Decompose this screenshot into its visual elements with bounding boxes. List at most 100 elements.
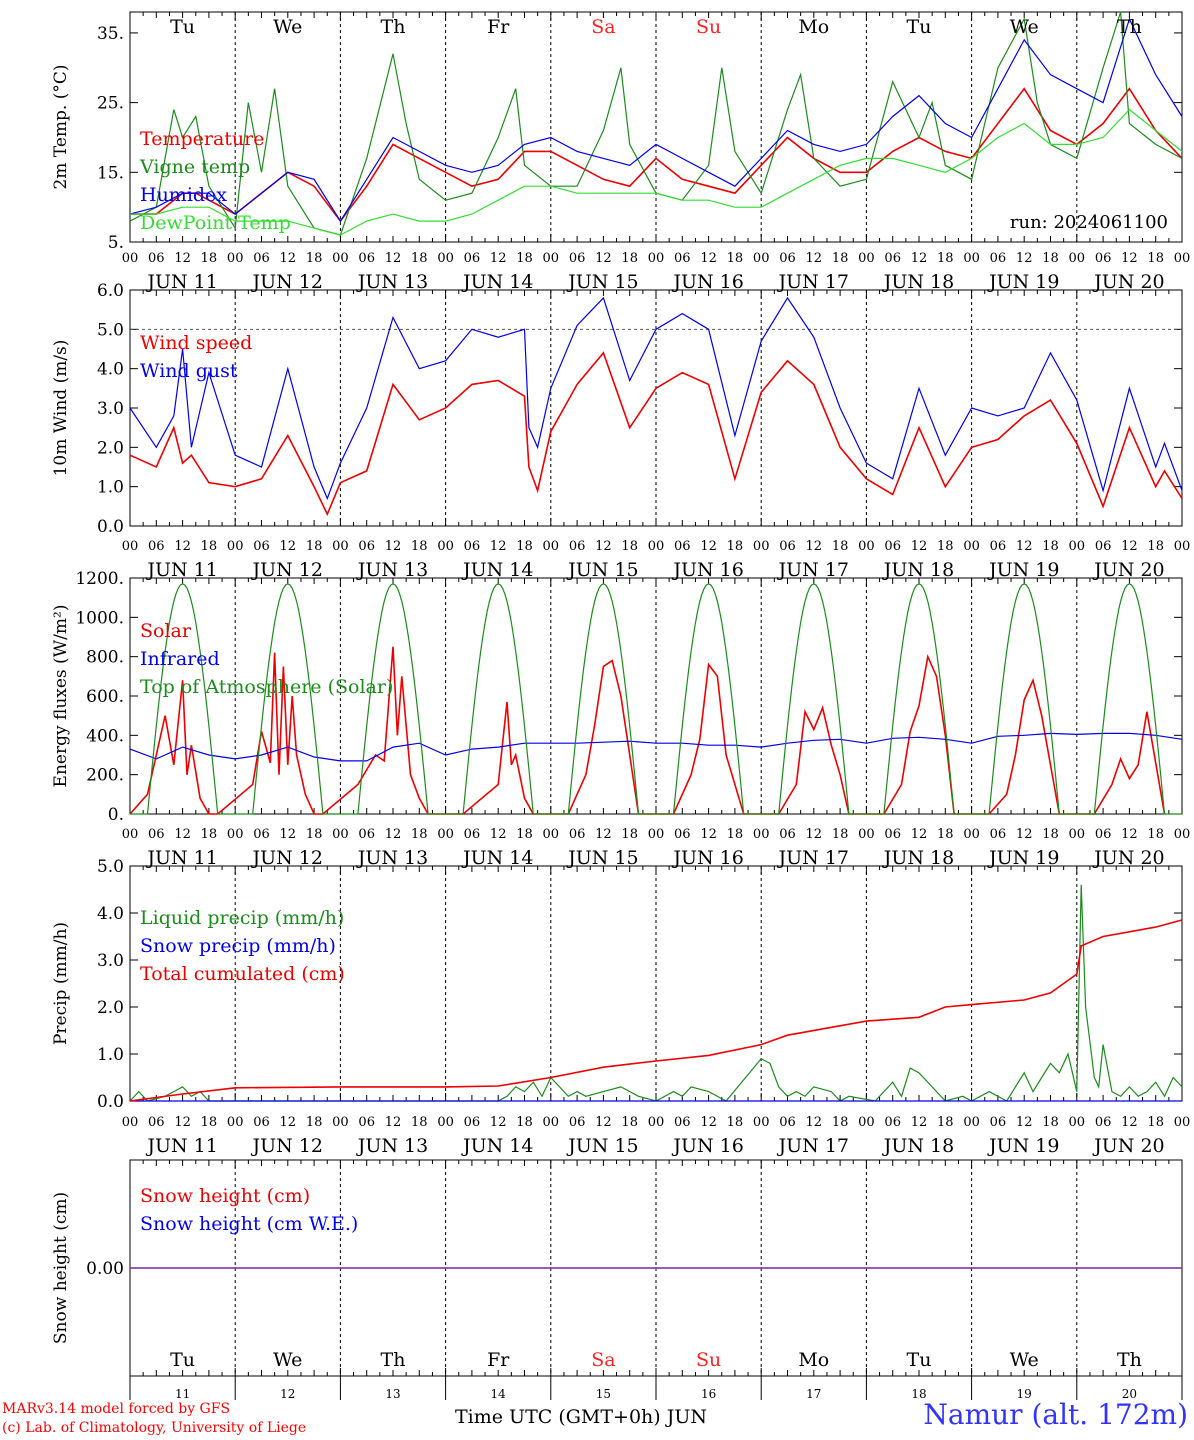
hour-tick-label: 18 (411, 251, 428, 266)
hour-tick-label: 06 (253, 539, 270, 554)
hour-tick-label: 00 (332, 251, 349, 266)
series-line-top-of-atmosphere-solar- (130, 583, 1182, 815)
hour-tick-label: 06 (358, 827, 375, 842)
y-tick-label: 1.0 (97, 478, 124, 498)
hour-tick-label: 18 (201, 1115, 218, 1130)
date-label: JUN 20 (1092, 559, 1164, 581)
run-annotation: run: 2024061100 (1010, 212, 1168, 233)
hour-tick-label: 12 (1121, 539, 1138, 554)
hour-tick-label: 12 (490, 251, 507, 266)
hour-tick-label: 00 (227, 251, 244, 266)
legend-entry: Snow precip (mm/h) (140, 935, 336, 957)
date-label: JUN 19 (987, 271, 1059, 293)
hour-tick-label: 12 (280, 539, 297, 554)
date-label: JUN 15 (566, 1135, 638, 1157)
date-label: JUN 12 (251, 1135, 323, 1157)
hour-tick-label: 18 (306, 251, 323, 266)
hour-tick-label: 06 (779, 251, 796, 266)
date-label: JUN 15 (566, 847, 638, 869)
hour-tick-label: 18 (306, 827, 323, 842)
hour-tick-label: 12 (385, 827, 402, 842)
weekday-label: We (273, 1349, 302, 1371)
date-label: JUN 17 (777, 271, 849, 293)
legend-entry: Vigne temp (139, 156, 250, 178)
weekday-label: Mo (798, 1349, 829, 1371)
hour-tick-label: 06 (253, 251, 270, 266)
series-line-infrared (129, 732, 1183, 762)
hour-tick-label: 06 (569, 827, 586, 842)
day-number-label: 14 (491, 1387, 507, 1401)
hour-tick-label: 18 (516, 827, 533, 842)
weekday-label: Su (696, 1349, 721, 1371)
weekday-label: Th (1117, 1349, 1142, 1371)
legend-entry: Infrared (140, 648, 220, 670)
hour-tick-label: 06 (148, 251, 165, 266)
model-credit: MARv3.14 model forced by GFS (2, 1401, 231, 1417)
hour-tick-label: 06 (253, 827, 270, 842)
hour-tick-label: 18 (1042, 251, 1059, 266)
weekday-label: We (273, 16, 302, 38)
y-tick-label: 2.0 (97, 998, 124, 1018)
hour-tick-label: 00 (1069, 251, 1086, 266)
hour-tick-label: 06 (148, 1115, 165, 1130)
hour-tick-label: 00 (858, 827, 875, 842)
hour-tick-label: 00 (963, 1115, 980, 1130)
hour-tick-label: 12 (700, 1115, 717, 1130)
weekday-label: Fr (487, 1349, 510, 1371)
hour-tick-label: 18 (516, 251, 533, 266)
hour-tick-label: 18 (937, 539, 954, 554)
hour-tick-label: 12 (385, 1115, 402, 1130)
hour-tick-label: 06 (779, 827, 796, 842)
date-label: JUN 11 (145, 1135, 217, 1157)
hour-tick-label: 12 (700, 539, 717, 554)
hour-tick-label: 00 (332, 539, 349, 554)
y-axis-title: Precip (mm/h) (51, 922, 71, 1045)
panel-wind: 0.0 1.0 2.0 3.0 4.0 5.0 6.0 10m Wind (m/s) Wind … (51, 281, 1190, 581)
hour-tick-label: 18 (727, 251, 744, 266)
hour-tick-label: 00 (753, 251, 770, 266)
hour-tick-label: 18 (306, 539, 323, 554)
date-label: JUN 15 (566, 271, 638, 293)
hour-tick-label: 12 (911, 539, 928, 554)
hour-tick-label: 06 (358, 1115, 375, 1130)
series-line-total-cumulated-cm- (129, 919, 1183, 1102)
date-label: JUN 11 (145, 847, 217, 869)
hour-tick-label: 18 (1042, 539, 1059, 554)
hour-tick-label: 18 (621, 251, 638, 266)
hour-tick-label: 18 (1147, 539, 1164, 554)
hour-tick-label: 18 (1042, 827, 1059, 842)
weekday-label: Tu (170, 1349, 195, 1371)
hour-tick-label: 12 (1121, 827, 1138, 842)
hour-tick-label: 12 (700, 827, 717, 842)
hour-tick-label: 06 (569, 1115, 586, 1130)
date-label: JUN 17 (777, 847, 849, 869)
panel-snow: 0.00 Snow height (cm) Snow height (cm) Snow… (51, 1159, 1183, 1401)
hour-tick-label: 18 (727, 1115, 744, 1130)
legend-entry: Temperature (140, 128, 264, 150)
legend-entry: Wind speed (140, 332, 252, 354)
date-label: JUN 13 (356, 271, 428, 293)
hour-tick-label: 00 (648, 827, 665, 842)
hour-tick-label: 00 (1174, 827, 1191, 842)
hour-tick-label: 06 (884, 827, 901, 842)
date-label: JUN 16 (671, 1135, 743, 1157)
y-tick-label: 4.0 (97, 904, 124, 924)
date-label: JUN 18 (882, 1135, 954, 1157)
x-axis-title: Time UTC (GMT+0h) JUN (455, 1406, 707, 1428)
hour-tick-label: 06 (990, 827, 1007, 842)
hour-tick-label: 12 (1016, 1115, 1033, 1130)
hour-tick-label: 18 (937, 827, 954, 842)
date-label: JUN 18 (882, 847, 954, 869)
hour-tick-label: 12 (280, 827, 297, 842)
hour-tick-label: 00 (858, 1115, 875, 1130)
hour-tick-label: 18 (832, 827, 849, 842)
hour-tick-label: 06 (464, 251, 481, 266)
hour-tick-label: 18 (306, 1115, 323, 1130)
y-tick-label: 1000. (75, 608, 124, 628)
hour-tick-label: 12 (700, 251, 717, 266)
hour-tick-label: 00 (1069, 539, 1086, 554)
day-number-label: 20 (1122, 1387, 1137, 1401)
hour-tick-label: 12 (385, 539, 402, 554)
panel-temp: 5. 15. 25. 35. 2m Temp. (°C) Temperature Vigne… (51, 11, 1190, 293)
hour-tick-label: 18 (201, 539, 218, 554)
